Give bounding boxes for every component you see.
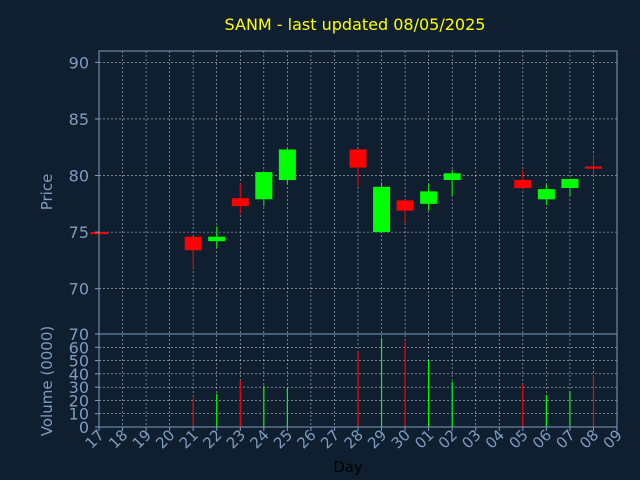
candle-body [561,178,579,188]
volume-tick-label: 60 [69,338,89,357]
price-panel [90,148,602,269]
candle-body [208,236,226,242]
x-tick-label: 23 [223,426,249,452]
x-tick-label: 02 [435,426,461,452]
candle-body [278,149,296,181]
candle-body [184,236,202,251]
x-tick-label: 21 [176,426,202,452]
x-tick-label: 06 [529,426,555,452]
volume-tick-label: 50 [69,352,89,371]
x-tick-label: 08 [576,426,602,452]
price-tick-label: 85 [69,110,89,129]
x-tick-label: 03 [458,426,484,452]
x-tick-label: 22 [199,426,225,452]
x-tick-label: 24 [246,426,272,452]
candle-body [514,180,532,188]
x-tick-label: 26 [294,426,320,452]
x-tick-label: 09 [600,426,626,452]
x-tick-label: 20 [152,426,178,452]
x-tick-label: 30 [388,426,414,452]
x-axis-label: Day [333,458,363,476]
volume-tick-label: 30 [69,378,89,397]
x-tick-label: 05 [505,426,531,452]
chart-title: SANM - last updated 08/05/2025 [225,15,486,34]
x-tick-label: 29 [364,426,390,452]
price-axis-label: Price [38,174,56,211]
x-tick-label: 28 [341,426,367,452]
candle-body [255,172,273,200]
volume-tick-label: 10 [69,405,89,424]
volume-axis-label: Volume (0000) [38,326,56,436]
grid [98,51,618,428]
candle-body [373,186,391,233]
price-tick-label: 70 [69,280,89,299]
axes: 7075808590010203040506070171819202122232… [69,50,626,452]
candle-body [584,166,602,169]
x-tick-label: 04 [482,426,508,452]
candle-body [349,149,367,168]
price-tick-label: 75 [69,223,89,242]
volume-tick-label: 0 [79,418,89,437]
x-tick-label: 07 [553,426,579,452]
volume-tick-label: 40 [69,365,89,384]
candle-body [420,191,438,204]
candle-body [443,173,461,181]
volume-panel [192,337,595,427]
x-tick-label: 19 [129,426,155,452]
x-tick-label: 01 [411,426,437,452]
candle-body [231,198,249,207]
price-tick-label: 90 [69,53,89,72]
x-tick-label: 25 [270,426,296,452]
price-tick-label: 80 [69,167,89,186]
volume-tick-label: 20 [69,391,89,410]
candle-body [537,189,555,200]
volume-tick-label: 70 [69,325,89,344]
x-tick-label: 27 [317,426,343,452]
candle-body [396,200,414,211]
x-tick-label: 18 [105,426,131,452]
